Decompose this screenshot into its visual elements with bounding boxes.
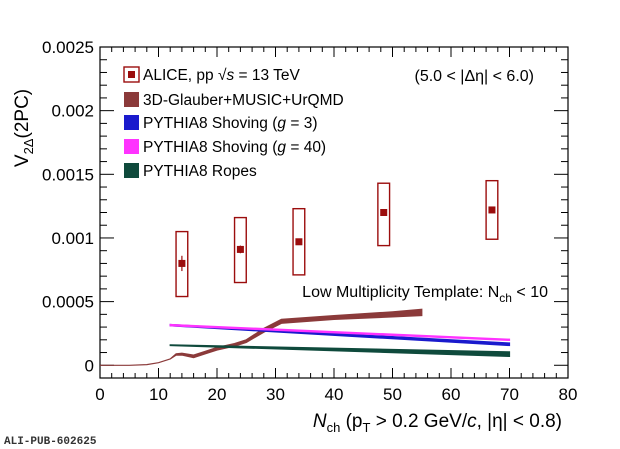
data-point (175, 230, 189, 298)
data-marker (295, 238, 303, 246)
template-annotation-rest: < 10 (512, 284, 548, 301)
data-point (485, 179, 499, 240)
legend-alice-label-a: ALICE, pp (143, 67, 218, 84)
legend-shoving-g3-g: g (277, 115, 286, 132)
x-tick-label: 10 (149, 385, 168, 404)
x-axis-title-part2: > 0.2 GeV/ (370, 411, 467, 432)
axis-ticks: 0 10 20 30 40 50 60 70 80 0 0.0005 0.001 0.0015 0.002… (42, 38, 577, 404)
band-pythia8-shoving-g-40 (169, 323, 511, 342)
x-axis-title-main: N (313, 411, 327, 432)
x-tick-label: 60 (442, 385, 461, 404)
legend-shoving-g40-label-c: = 40) (286, 139, 326, 156)
template-annotation-main: Low Multiplicity Template: N (302, 284, 499, 301)
y-tick-label: 0.001 (51, 229, 94, 248)
legend-shoving-g40-label: PYTHIA8 Shoving (g = 40) (143, 139, 326, 156)
legend-ropes-label: PYTHIA8 Ropes (143, 163, 257, 180)
y-tick-label: 0.0005 (42, 293, 94, 312)
data-point (292, 207, 306, 276)
x-axis-title-main-sub: ch (327, 420, 341, 435)
x-tick-label: 50 (383, 385, 402, 404)
x-tick-label: 80 (559, 385, 578, 404)
legend-shoving-g40-swatch (124, 139, 139, 154)
legend-alice-marker (128, 71, 135, 78)
legend-alice-label-c: = 13 TeV (234, 67, 300, 84)
data-marker (380, 209, 388, 216)
data-marker (488, 206, 496, 214)
syst-error-box (292, 207, 306, 276)
y-tick-label: 0.0025 (42, 38, 94, 57)
data-point (377, 182, 391, 247)
publication-id: ALI-PUB-602625 (4, 436, 97, 448)
y-axis-title: V2Δ(2PC) (12, 89, 36, 167)
x-axis-title: Nch (pT > 0.2 GeV/c, |η| < 0.8) (313, 411, 562, 435)
legend-shoving-g3-swatch (124, 115, 139, 130)
legend-glauber-swatch (124, 92, 139, 107)
syst-error-box (175, 230, 189, 298)
legend-shoving-g40-g: g (277, 139, 286, 156)
data-marker (236, 245, 244, 253)
legend-glauber-label: 3D-Glauber+MUSIC+UrQMD (143, 92, 344, 109)
legend-item-shoving-g3: PYTHIA8 Shoving (g = 3) (124, 115, 317, 132)
legend-item-shoving-g40: PYTHIA8 Shoving (g = 40) (124, 139, 326, 156)
template-annotation-sub: ch (499, 291, 512, 305)
x-axis-title-italic: c (467, 411, 477, 432)
template-annotation: Low Multiplicity Template: Nch < 10 (302, 284, 548, 305)
legend-item-alice: ALICE, pp √s = 13 TeV (123, 66, 301, 84)
x-axis-title-part1: (p (340, 411, 362, 432)
legend-shoving-g3-label-a: PYTHIA8 Shoving ( (143, 115, 278, 132)
legend-ropes-swatch (124, 163, 139, 178)
y-tick-label: 0 (85, 356, 94, 375)
x-tick-label: 20 (208, 385, 227, 404)
syst-error-box (233, 216, 247, 284)
legend: ALICE, pp √s = 13 TeV 3D-Glauber+MUSIC+U… (123, 66, 344, 180)
legend-shoving-g3-label-c: = 3) (286, 115, 317, 132)
legend-alice-box (123, 66, 140, 83)
x-axis-title-part3: , |η| < 0.8) (477, 411, 562, 432)
syst-error-box (377, 182, 391, 247)
y-axis-title-rest: (2PC) (12, 89, 33, 139)
legend-item-glauber: 3D-Glauber+MUSIC+UrQMD (124, 92, 344, 109)
y-tick-label: 0.0015 (42, 165, 94, 184)
legend-shoving-g40-label-a: PYTHIA8 Shoving ( (143, 139, 278, 156)
y-axis-title-sub: 2Δ (21, 138, 36, 154)
eta-range-annotation: (5.0 < |Δη| < 6.0) (414, 68, 534, 85)
y-axis-title-main: V (12, 154, 33, 167)
syst-error-box (485, 179, 499, 240)
x-tick-label: 70 (500, 385, 519, 404)
legend-item-ropes: PYTHIA8 Ropes (124, 163, 257, 180)
data-marker (178, 259, 186, 267)
data-point (233, 216, 247, 284)
x-tick-label: 40 (325, 385, 344, 404)
legend-alice-label: ALICE, pp √s = 13 TeV (143, 67, 301, 84)
band-3d-glauber-music-urqmd (100, 308, 423, 366)
band-pythia8-ropes (169, 344, 511, 358)
data-points (175, 179, 499, 298)
legend-shoving-g3-label: PYTHIA8 Shoving (g = 3) (143, 115, 317, 132)
x-tick-label: 30 (266, 385, 285, 404)
x-tick-label: 0 (95, 385, 104, 404)
model-bands (100, 308, 511, 366)
x-axis-title-part1-sub: T (363, 420, 371, 435)
legend-alice-sqrt-s: √s (218, 67, 235, 84)
y-tick-label: 0.002 (51, 102, 94, 121)
